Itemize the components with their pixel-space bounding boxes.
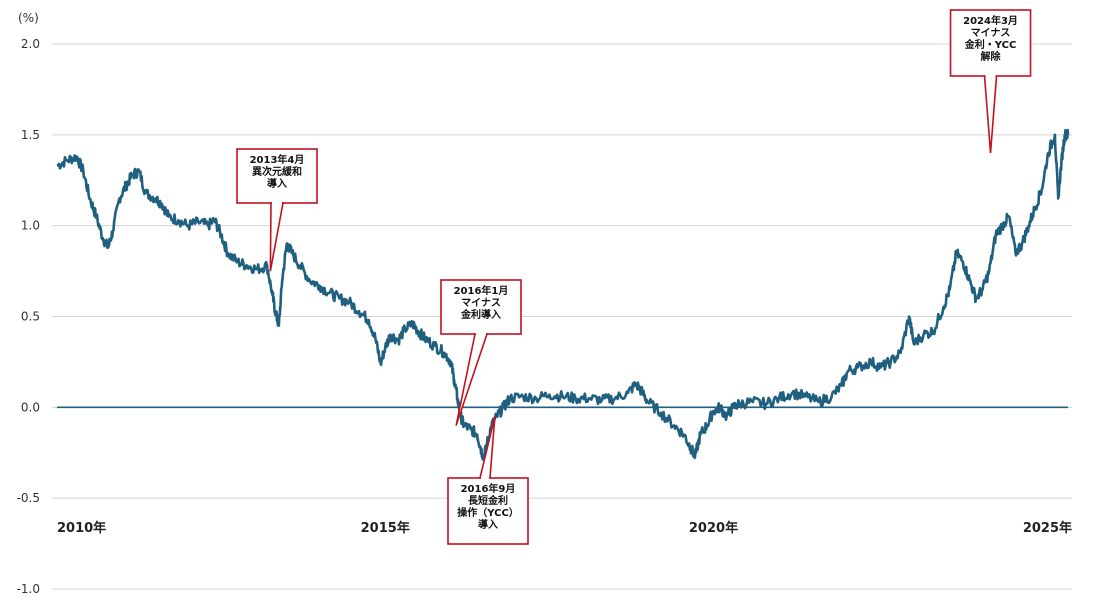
annotation-box — [236, 148, 318, 204]
y-tick-label: -0.5 — [17, 491, 40, 505]
annotation-text: 長短金利 — [468, 494, 508, 507]
series-line — [56, 128, 1070, 462]
annotation-text: 金利・YCC — [964, 38, 1017, 51]
annotation-text: 2016年1月 — [454, 284, 509, 297]
y-tick-label: 1.0 — [21, 219, 40, 233]
y-tick-label: 0.5 — [21, 310, 40, 324]
annotation-pointer — [455, 333, 489, 426]
y-tick-label: -1.0 — [17, 582, 40, 596]
y-tick-label: 2.0 — [21, 37, 40, 51]
y-unit-label: (%) — [18, 11, 39, 25]
annotation-text: マイナス — [971, 27, 1011, 39]
annotation-text: 2016年9月 — [461, 482, 516, 495]
annotation-text: 導入 — [267, 177, 287, 190]
x-tick-label: 2020年 — [689, 520, 738, 536]
annotation-pointer — [478, 416, 496, 479]
x-tick-label: 2015年 — [361, 520, 410, 536]
annotation-text: 2024年3月 — [963, 14, 1018, 27]
x-tick-labels: 2010年 2015年 2020年 2025年 — [57, 520, 1072, 536]
annotation-text: 導入 — [478, 518, 498, 531]
y-tick-label: 1.5 — [21, 128, 40, 142]
annotation-layer: 2013年4月異次元緩和導入2016年1月マイナス金利導入2016年9月長短金利… — [236, 9, 1032, 545]
annotation-pointer — [269, 202, 284, 272]
x-tick-label: 2025年 — [1023, 520, 1072, 536]
y-tick-labels: 2.0 1.5 1.0 0.5 0.0 -0.5 -1.0 — [17, 37, 40, 596]
annotation-box — [949, 9, 1032, 77]
y-tick-label: 0.0 — [21, 400, 40, 414]
grid-layer — [52, 43, 1072, 590]
annotation-text: 解除 — [981, 50, 1002, 63]
annotation-text: 操作（YCC） — [457, 506, 519, 519]
annotation-text: 異次元緩和 — [252, 165, 302, 178]
annotation-pointer — [983, 75, 998, 154]
annotation-text: 金利導入 — [460, 308, 501, 321]
annotation-text: 2013年4月 — [250, 153, 305, 166]
x-tick-label: 2010年 — [57, 520, 106, 536]
series-layer — [56, 128, 1070, 462]
annotation-text: マイナス — [461, 297, 501, 309]
